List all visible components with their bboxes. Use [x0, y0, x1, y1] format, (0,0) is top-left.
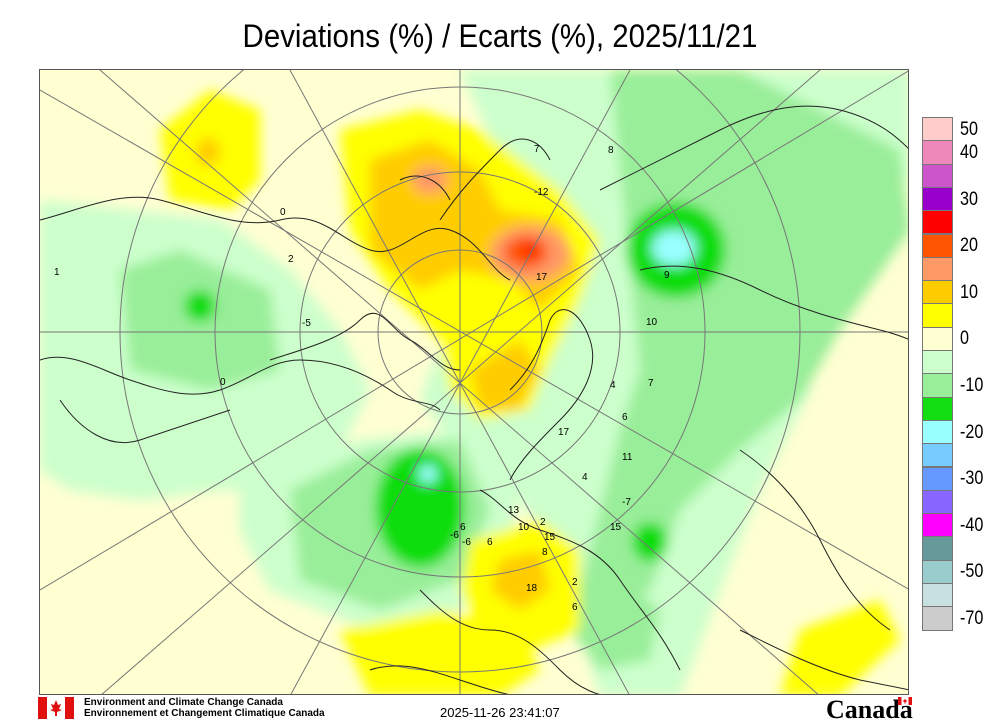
map-canvas: 1 2 0 0 7 8 -12 17 10 4 7 6 4 11 17 9 -7…: [40, 70, 908, 694]
station-value: 18: [526, 583, 538, 594]
graticule: [40, 70, 908, 694]
station-value: 4: [582, 472, 588, 483]
legend-label: 40: [960, 141, 978, 163]
legend-swatch: [922, 419, 953, 445]
station-value: 10: [646, 317, 658, 328]
wordmark-flag-icon: [898, 697, 912, 705]
legend-swatch: [922, 186, 953, 212]
station-value: 7: [534, 144, 540, 155]
legend-swatch: [922, 326, 953, 351]
legend-label: -50: [960, 561, 984, 583]
legend-swatch: [922, 163, 953, 188]
legend-swatch: [922, 513, 953, 538]
legend-label: -20: [960, 421, 984, 443]
organization-name: Environment and Climate Change Canada En…: [84, 697, 325, 719]
station-value: -6: [450, 530, 459, 541]
polar-deviation-map: 1 2 0 0 7 8 -12 17 10 4 7 6 4 11 17 9 -7…: [39, 69, 909, 695]
legend-label: -10: [960, 374, 984, 396]
station-value: -12: [534, 187, 549, 198]
station-value: 17: [558, 427, 570, 438]
legend-swatch: [922, 256, 953, 282]
station-value: 13: [508, 505, 520, 516]
legend-label: -30: [960, 468, 984, 490]
coastlines: [40, 105, 908, 694]
station-value: 9: [664, 270, 670, 281]
station-value: 2: [572, 577, 578, 588]
station-value: 6: [622, 412, 628, 423]
station-value: 17: [536, 272, 548, 283]
org-name-en: Environment and Climate Change Canada: [84, 697, 283, 708]
legend-label: 30: [960, 188, 978, 210]
legend-swatch: [922, 396, 953, 421]
legend-swatch: [922, 583, 953, 608]
legend-swatch: [922, 303, 953, 328]
legend-swatch: [922, 536, 953, 561]
generated-timestamp: 2025-11-26 23:41:07: [440, 705, 560, 720]
station-value: 15: [544, 532, 556, 543]
station-value: 15: [610, 522, 622, 533]
station-value: 6: [572, 602, 578, 613]
station-value: 4: [610, 380, 616, 391]
legend-label: 50: [960, 118, 978, 140]
legend-swatch: [922, 489, 953, 515]
legend-swatch: [922, 559, 953, 584]
legend-swatch: [922, 606, 953, 631]
station-value: 8: [608, 145, 614, 156]
station-values: 1 2 0 0 7 8 -12 17 10 4 7 6 4 11 17 9 -7…: [54, 144, 670, 613]
org-name-fr: Environnement et Changement Climatique C…: [84, 708, 325, 719]
station-value: 10: [518, 522, 530, 533]
legend-swatch: [922, 233, 953, 258]
station-value: 6: [460, 522, 466, 533]
deviation-field: [40, 70, 908, 694]
legend-label: 10: [960, 281, 978, 303]
station-value: 0: [280, 207, 286, 218]
station-value: 1: [54, 267, 60, 278]
legend-label: -40: [960, 514, 984, 536]
legend-swatch: [922, 117, 953, 142]
station-value: 11: [622, 452, 633, 463]
station-value: 6: [487, 537, 493, 548]
legend-swatch: [922, 280, 953, 305]
map-title: Deviations (%) / Ecarts (%), 2025/11/21: [242, 18, 758, 54]
legend-swatch: [922, 373, 953, 398]
station-value: -7: [622, 497, 631, 508]
legend-swatch: [922, 443, 953, 468]
station-value: 2: [540, 517, 546, 528]
legend-label: -70: [960, 607, 984, 629]
station-value: -5: [302, 318, 311, 329]
legend-label: 0: [960, 328, 969, 350]
station-value: 8: [542, 547, 548, 558]
legend-label: 20: [960, 235, 978, 257]
legend-swatch: [922, 210, 953, 235]
station-value: -6: [462, 537, 471, 548]
legend-swatch: [922, 350, 953, 375]
station-value: 0: [220, 377, 226, 388]
canada-flag-icon: [38, 697, 74, 719]
station-value: 7: [648, 378, 654, 389]
legend-swatch: [922, 466, 953, 491]
legend-swatch: [922, 140, 953, 165]
station-value: 2: [288, 254, 294, 265]
